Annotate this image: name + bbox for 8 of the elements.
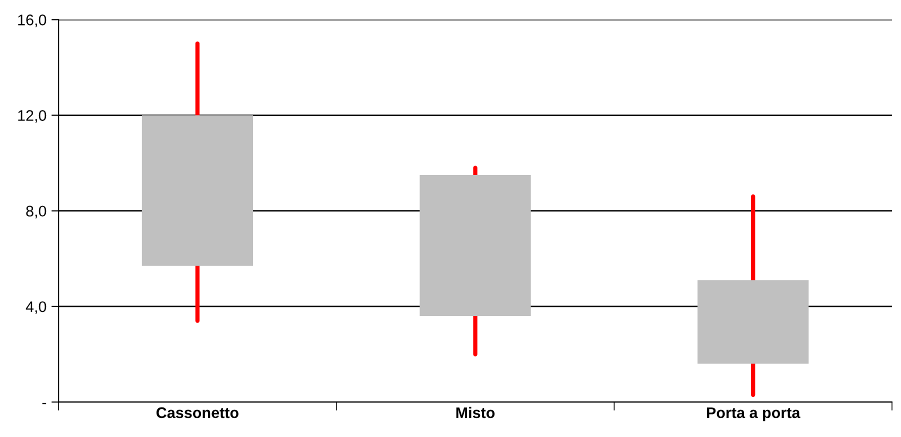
x-tick-label: Misto	[456, 406, 495, 418]
y-tick-label: 8,0	[26, 206, 46, 218]
y-tick-label: -	[42, 402, 46, 404]
x-tick-label: Cassonetto	[156, 407, 238, 418]
y-tick-label: 16,0	[18, 14, 46, 28]
y-tick-label: 12,0	[18, 110, 46, 123]
x-tick-label: Porta a porta	[706, 407, 800, 422]
y-tick-label: 4,0	[26, 301, 46, 314]
